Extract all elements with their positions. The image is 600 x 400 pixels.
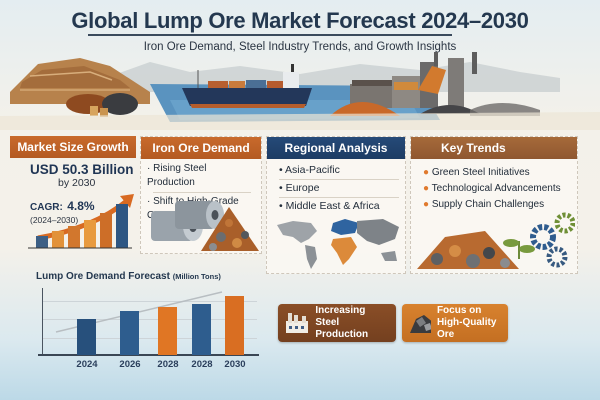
growth-bar xyxy=(68,226,80,248)
growth-bar xyxy=(84,220,96,248)
ore-and-gears-illustration xyxy=(417,212,575,269)
x-tick-label: 2024 xyxy=(76,359,98,370)
growth-bar xyxy=(116,204,128,248)
key-trends-panel: Key Trends ● Green Steel Initiatives ● T… xyxy=(410,136,578,274)
cagr-label: CAGR: xyxy=(30,202,63,213)
key-trends-header: Key Trends xyxy=(411,137,577,159)
growth-bar xyxy=(52,231,64,248)
region-item-mea: • Middle East & Africa xyxy=(279,200,380,212)
market-size-value: USD 50.3 Billion xyxy=(30,162,134,177)
list-item: · Rising Steel Production xyxy=(147,163,207,188)
cagr-period: (2024–2030) xyxy=(30,215,79,225)
growth-bars-chart xyxy=(28,194,134,249)
open-pit-mine-icon xyxy=(10,58,150,117)
ore-pile-icon xyxy=(201,207,259,251)
market-size-panel: Market Size Growth USD 50.3 Billion by 2… xyxy=(10,136,136,254)
trend-item: ● Supply Chain Challenges xyxy=(423,199,545,210)
regional-analysis-panel: Regional Analysis • Asia-Pacific • Europ… xyxy=(266,136,406,274)
x-axis-labels: 2024 2026 2028 2028 2030 xyxy=(42,359,257,373)
steel-plant-icon xyxy=(330,52,540,116)
factory-icon xyxy=(286,313,308,333)
trend-item: ● Green Steel Initiatives xyxy=(423,167,530,178)
x-tick-label: 2030 xyxy=(224,359,246,370)
gear-icon xyxy=(530,212,575,268)
ore-pile-icon xyxy=(417,231,519,269)
growth-bar xyxy=(36,236,48,248)
chart-title: Lump Ore Demand Forecast (Million Tons) xyxy=(36,271,221,282)
page-subtitle: Iron Ore Demand, Steel Industry Trends, … xyxy=(143,41,457,53)
mining-shipping-scene-illustration xyxy=(0,52,600,130)
page-title: Global Lump Ore Market Forecast 2024–203… xyxy=(71,8,529,33)
chart-bar xyxy=(120,311,139,355)
x-tick-label: 2028 xyxy=(157,359,179,370)
chart-bar xyxy=(158,307,177,355)
sprout-icon xyxy=(503,239,535,259)
x-tick-label: 2028 xyxy=(191,359,213,370)
iron-ore-demand-header: Iron Ore Demand xyxy=(141,137,261,159)
market-size-header: Market Size Growth xyxy=(10,136,136,158)
divider xyxy=(153,192,251,193)
growth-bar xyxy=(100,213,112,248)
cargo-ship-icon xyxy=(182,64,312,108)
chart-bar xyxy=(192,304,211,355)
y-axis xyxy=(42,288,43,356)
region-item-asia-pacific: • Asia-Pacific xyxy=(279,164,340,176)
demand-forecast-chart xyxy=(38,288,259,356)
chart-bar xyxy=(225,296,244,355)
chart-bar xyxy=(77,319,96,355)
ore-pile-icon xyxy=(410,315,431,333)
region-item-europe: • Europe xyxy=(279,182,320,194)
increasing-steel-production-button[interactable]: Increasing Steel Production xyxy=(278,304,396,342)
trend-item: ● Technological Advancements xyxy=(423,183,561,194)
iron-ore-demand-panel: Iron Ore Demand · Rising Steel Productio… xyxy=(140,136,262,254)
x-tick-label: 2026 xyxy=(119,359,141,370)
steel-coils-and-ore-illustration xyxy=(151,201,259,251)
world-map-icon xyxy=(277,219,399,269)
steel-coil-icon xyxy=(151,201,224,241)
market-size-year: by 2030 xyxy=(58,177,96,189)
x-axis xyxy=(38,354,259,356)
growth-arrow-icon xyxy=(37,198,130,241)
title-underline xyxy=(88,34,452,36)
cagr-value: 4.8% xyxy=(67,199,95,213)
high-quality-ore-button[interactable]: Focus on High-Quality Ore xyxy=(402,304,508,342)
regional-analysis-header: Regional Analysis xyxy=(267,137,405,159)
